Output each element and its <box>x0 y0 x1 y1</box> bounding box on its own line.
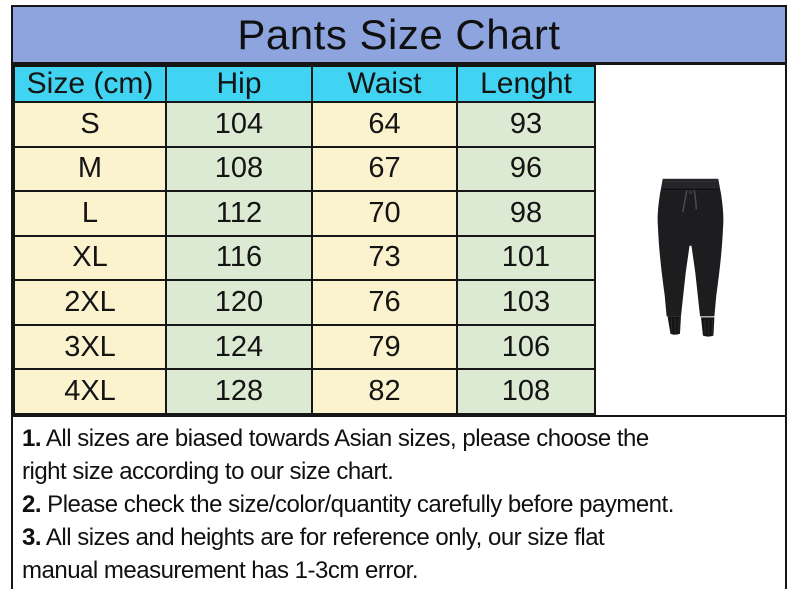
size-cell: 2XL <box>13 279 167 326</box>
hip-cell: 104 <box>165 101 313 148</box>
note-line: 2. Please check the size/color/quantity … <box>22 488 776 521</box>
table-row: L 112 70 98 <box>13 190 596 237</box>
note-line: 3. All sizes and heights are for referen… <box>22 521 776 554</box>
note-text: All sizes are biased towards Asian sizes… <box>41 425 649 452</box>
length-cell: 98 <box>456 190 596 237</box>
hip-cell: 128 <box>165 368 313 415</box>
product-image-area <box>596 65 785 415</box>
note-text: Please check the size/color/quantity car… <box>41 491 674 518</box>
size-cell: L <box>13 190 167 237</box>
note-number: 2. <box>22 491 42 518</box>
notes-section: 1. All sizes are biased towards Asian si… <box>13 415 785 591</box>
length-cell: 101 <box>456 234 596 282</box>
hip-cell: 116 <box>165 234 313 282</box>
note-number: 3. <box>22 524 42 551</box>
note-text: right size according to our size chart. <box>22 458 394 485</box>
waist-cell: 79 <box>311 323 458 371</box>
size-cell: S <box>13 101 167 148</box>
size-cell: 3XL <box>13 323 167 371</box>
size-cell: XL <box>13 234 167 282</box>
chart-title: Pants Size Chart <box>237 10 561 58</box>
note-line: right size according to our size chart. <box>22 455 776 488</box>
length-cell: 108 <box>456 368 596 415</box>
size-cell: M <box>13 145 167 193</box>
note-line: manual measurement has 1-3cm error. <box>22 554 776 587</box>
size-chart-panel: Pants Size Chart Size (cm) Hip Waist Len… <box>11 5 787 591</box>
size-table: Size (cm) Hip Waist Lenght S 104 64 93 M… <box>13 65 596 415</box>
waist-cell: 67 <box>311 145 458 193</box>
waist-cell: 82 <box>311 368 458 415</box>
length-cell: 93 <box>456 101 596 148</box>
waist-cell: 76 <box>311 279 458 326</box>
table-header-row: Size (cm) Hip Waist Lenght <box>13 65 596 103</box>
hip-cell: 108 <box>165 145 313 193</box>
chart-title-bar: Pants Size Chart <box>13 7 785 65</box>
waist-cell: 64 <box>311 101 458 148</box>
note-text: manual measurement has 1-3cm error. <box>22 557 419 584</box>
header-waist: Waist <box>311 65 458 103</box>
table-row: M 108 67 96 <box>13 145 596 193</box>
table-row: S 104 64 93 <box>13 101 596 148</box>
table-row: 3XL 124 79 106 <box>13 323 596 371</box>
header-size: Size (cm) <box>13 65 167 103</box>
note-line: 1. All sizes are biased towards Asian si… <box>22 422 776 455</box>
hip-cell: 120 <box>165 279 313 326</box>
table-row: 2XL 120 76 103 <box>13 279 596 326</box>
hip-cell: 112 <box>165 190 313 237</box>
note-text: All sizes and heights are for reference … <box>41 524 605 551</box>
length-cell: 103 <box>456 279 596 326</box>
size-cell: 4XL <box>13 368 167 415</box>
header-hip: Hip <box>165 65 313 103</box>
hip-cell: 124 <box>165 323 313 371</box>
main-content: Size (cm) Hip Waist Lenght S 104 64 93 M… <box>13 65 785 415</box>
table-row: 4XL 128 82 108 <box>13 368 596 415</box>
waist-cell: 70 <box>311 190 458 237</box>
table-row: XL 116 73 101 <box>13 234 596 282</box>
header-length: Lenght <box>456 65 596 103</box>
waist-cell: 73 <box>311 234 458 282</box>
length-cell: 96 <box>456 145 596 193</box>
note-number: 1. <box>22 425 42 452</box>
length-cell: 106 <box>456 323 596 371</box>
pants-image <box>657 178 724 337</box>
